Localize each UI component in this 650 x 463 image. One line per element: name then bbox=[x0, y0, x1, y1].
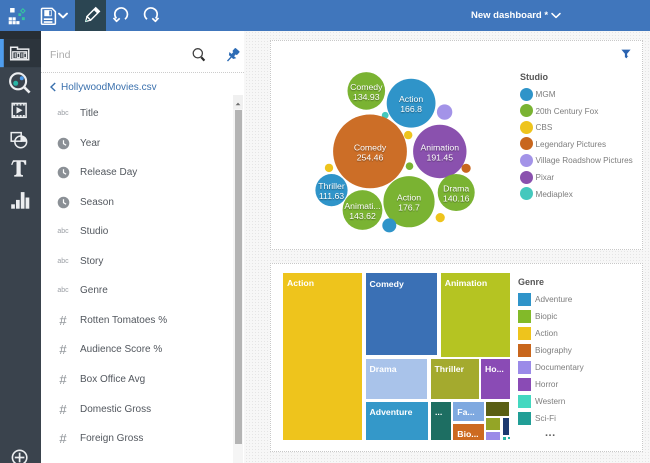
svg-text:Action: Action bbox=[399, 94, 423, 104]
svg-text:Drama: Drama bbox=[443, 184, 469, 194]
svg-text:Animation: Animation bbox=[420, 143, 459, 153]
svg-text:Animati...: Animati... bbox=[344, 201, 380, 211]
svg-text:Comedy: Comedy bbox=[354, 142, 387, 152]
svg-text:254.46: 254.46 bbox=[357, 152, 384, 162]
svg-text:Action: Action bbox=[397, 193, 421, 203]
svg-text:176.7: 176.7 bbox=[398, 203, 420, 213]
svg-text:191.45: 191.45 bbox=[427, 153, 454, 163]
svg-text:140.16: 140.16 bbox=[443, 194, 470, 204]
svg-text:143.62: 143.62 bbox=[349, 211, 376, 221]
svg-text:134.93: 134.93 bbox=[353, 92, 380, 102]
svg-text:111.63: 111.63 bbox=[319, 191, 344, 201]
svg-text:Comedy: Comedy bbox=[350, 82, 383, 92]
svg-text:Thriller: Thriller bbox=[318, 181, 345, 191]
svg-text:166.8: 166.8 bbox=[400, 104, 422, 114]
